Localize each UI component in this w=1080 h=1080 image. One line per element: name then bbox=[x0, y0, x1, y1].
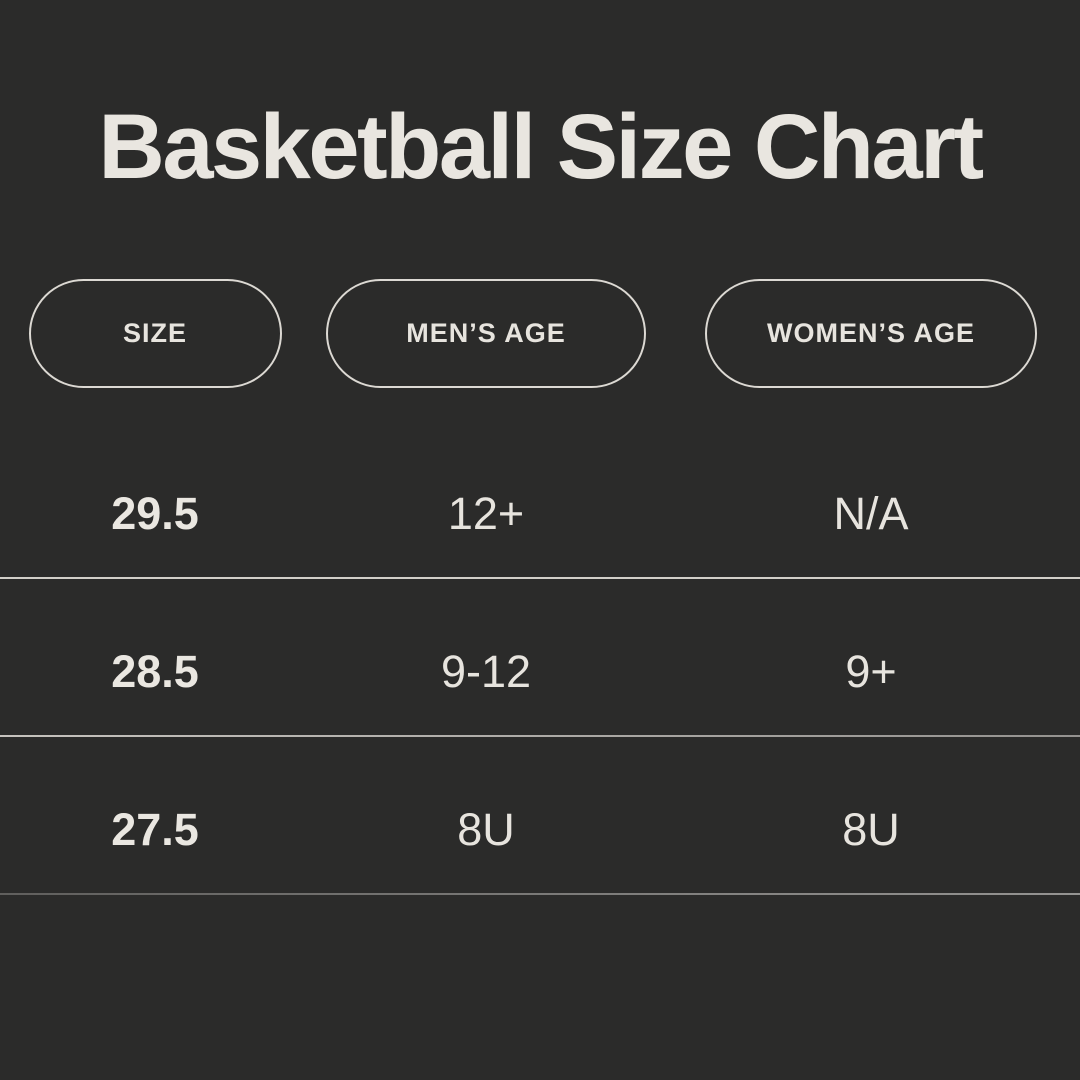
size-value-cell: 27.5 bbox=[111, 804, 199, 855]
table-header-row: SIZE MEN’S AGE WOMEN’S AGE bbox=[0, 279, 1080, 388]
size-header-label: SIZE bbox=[122, 318, 187, 348]
table-body: 29.5 12+ N/A 28.5 9-12 9+ 27.5 8U 8U bbox=[0, 421, 1080, 895]
size-value-cell: 28.5 bbox=[111, 646, 199, 697]
womens-age-value-cell: 8U bbox=[842, 804, 900, 855]
size-value-cell: 29.5 bbox=[111, 488, 199, 539]
row-divider bbox=[0, 577, 1080, 579]
table-row-29-5: 29.5 12+ N/A bbox=[0, 421, 1080, 577]
mens-age-value-cell: 8U bbox=[457, 804, 515, 855]
womens-age-value-cell: N/A bbox=[833, 488, 909, 539]
row-divider bbox=[0, 735, 1080, 737]
size-header-pill: SIZE bbox=[28, 279, 282, 388]
womens-age-value-cell: 9+ bbox=[845, 646, 897, 697]
row-divider bbox=[0, 893, 1080, 895]
mens-age-value-cell: 12+ bbox=[447, 488, 525, 539]
womens-age-header-label: WOMEN’S AGE bbox=[766, 318, 975, 348]
table-row-28-5: 28.5 9-12 9+ bbox=[0, 579, 1080, 735]
header-cell-mens-age: MEN’S AGE bbox=[310, 279, 662, 388]
womens-age-header-pill: WOMEN’S AGE bbox=[705, 279, 1037, 388]
mens-age-header-pill: MEN’S AGE bbox=[326, 279, 646, 388]
header-cell-size: SIZE bbox=[0, 279, 310, 388]
table-row-27-5: 27.5 8U 8U bbox=[0, 737, 1080, 893]
page-title: Basketball Size Chart bbox=[98, 96, 984, 198]
mens-age-header-label: MEN’S AGE bbox=[406, 318, 566, 348]
mens-age-value-cell: 9-12 bbox=[440, 646, 532, 697]
header-cell-womens-age: WOMEN’S AGE bbox=[662, 279, 1080, 388]
